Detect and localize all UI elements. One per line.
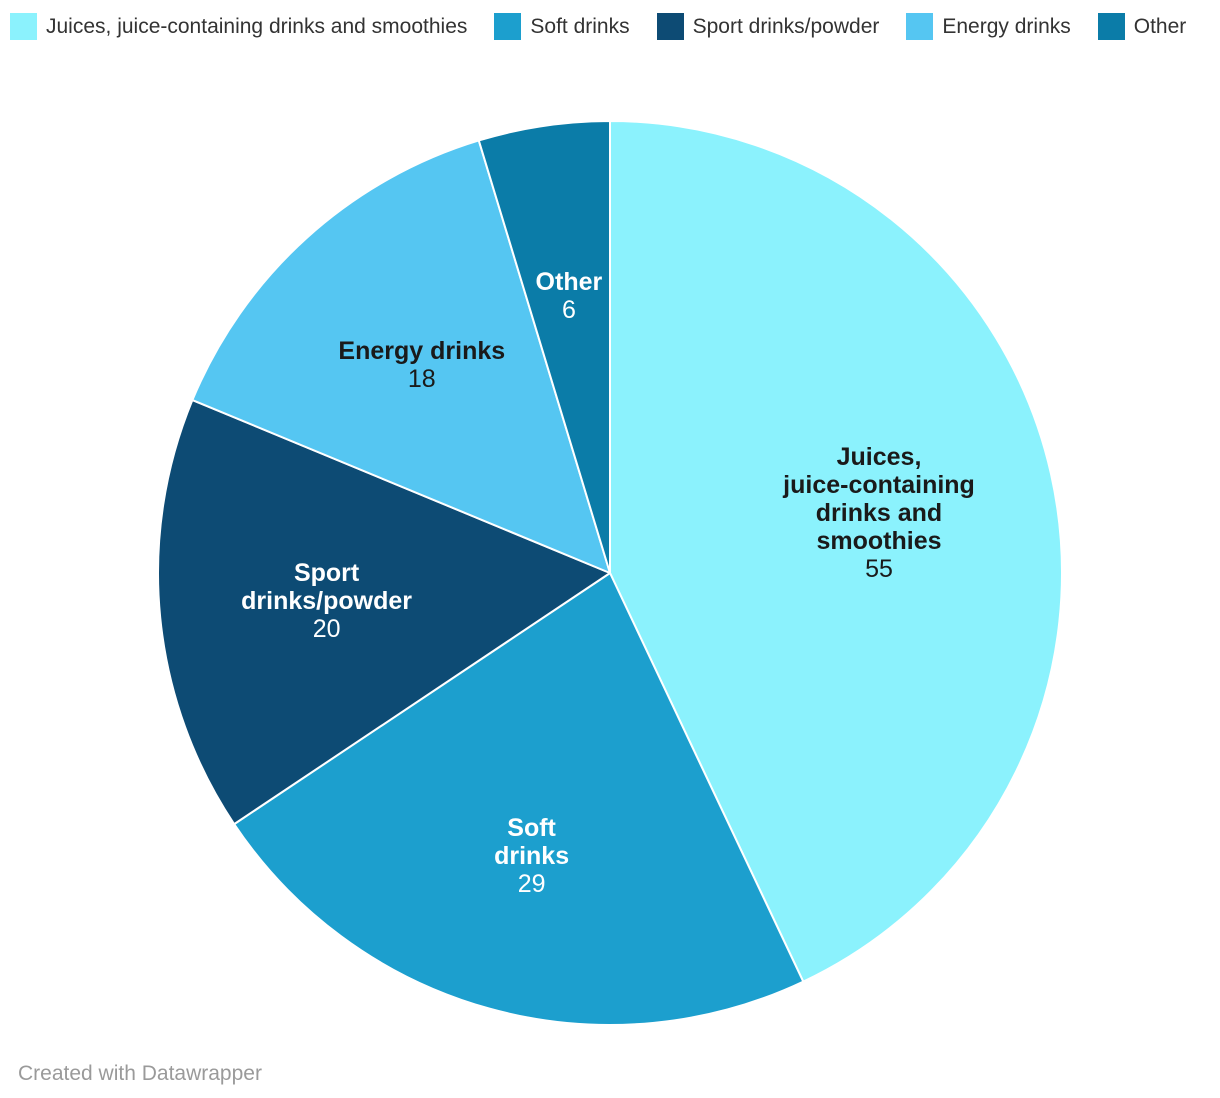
legend-item-2: Sport drinks/powder <box>656 13 880 40</box>
chart-legend: Juices, juice-containing drinks and smoo… <box>10 13 1210 40</box>
legend-swatch-icon <box>656 13 684 40</box>
legend-swatch-icon <box>494 13 522 40</box>
pie-slice-1[interactable] <box>233 572 805 1026</box>
legend-item-4: Other <box>1097 13 1187 40</box>
legend-item-1: Soft drinks <box>494 13 630 40</box>
legend-label: Energy drinks <box>942 15 1071 38</box>
legend-label: Soft drinks <box>530 15 630 38</box>
pie-slice-4[interactable] <box>477 120 611 574</box>
legend-swatch-icon <box>10 13 37 40</box>
pie-slice-3[interactable] <box>191 139 611 574</box>
legend-label: Juices, juice-containing drinks and smoo… <box>46 15 468 38</box>
legend-swatch-icon <box>906 13 934 40</box>
pie-slice-0[interactable] <box>609 120 1063 983</box>
legend-item-3: Energy drinks <box>906 13 1071 40</box>
datawrapper-credit: Created with Datawrapper <box>18 1062 262 1085</box>
legend-label: Other <box>1133 15 1187 38</box>
legend-label: Sport drinks/powder <box>692 15 880 38</box>
pie-slice-2[interactable] <box>157 399 611 826</box>
legend-item-0: Juices, juice-containing drinks and smoo… <box>10 13 467 40</box>
legend-swatch-icon <box>1097 13 1125 40</box>
